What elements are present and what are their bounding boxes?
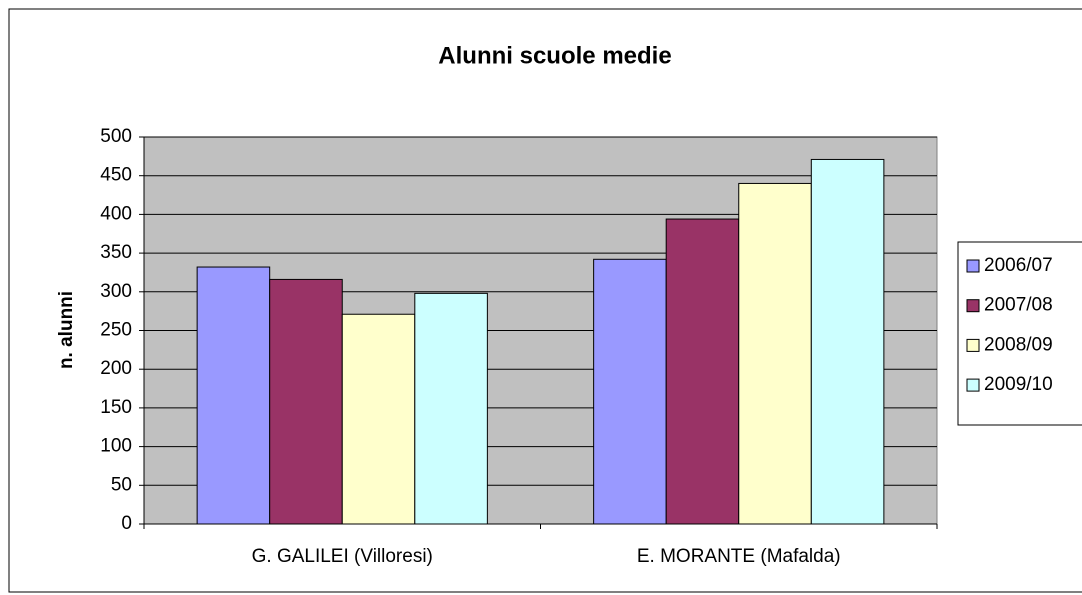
legend-label: 2008/09: [984, 334, 1053, 355]
y-tick-label: 200: [100, 358, 132, 379]
y-tick-label: 450: [100, 165, 132, 186]
bar: [414, 292, 488, 525]
y-tick-label: 150: [100, 397, 132, 418]
legend-swatch: [966, 378, 980, 392]
legend-label: 2009/10: [984, 374, 1053, 395]
x-tick-label: E. MORANTE (Mafalda): [637, 546, 841, 567]
bar: [196, 266, 271, 525]
y-axis-label: n. alunni: [56, 291, 77, 369]
y-tick-label: 250: [100, 320, 132, 341]
x-tick-label: G. GALILEI (Villoresi): [252, 546, 433, 567]
y-tick-label: 50: [111, 474, 132, 495]
y-tick-label: 350: [100, 242, 132, 263]
legend-swatch: [966, 338, 980, 352]
bar: [810, 158, 885, 525]
y-tick-label: 500: [100, 126, 132, 147]
legend-swatch: [966, 259, 980, 273]
bar: [738, 182, 812, 525]
legend-label: 2007/08: [984, 295, 1053, 316]
bar: [341, 313, 416, 525]
bar: [593, 258, 667, 525]
chart-title: Alunni scuole medie: [438, 42, 671, 69]
legend-swatch: [966, 299, 980, 313]
bar: [665, 218, 740, 525]
legend-label: 2006/07: [984, 255, 1053, 276]
y-tick-label: 100: [100, 436, 132, 457]
y-tick-label: 0: [121, 513, 132, 534]
y-tick-label: 300: [100, 281, 132, 302]
y-tick-label: 400: [100, 203, 132, 224]
bar: [269, 278, 343, 525]
